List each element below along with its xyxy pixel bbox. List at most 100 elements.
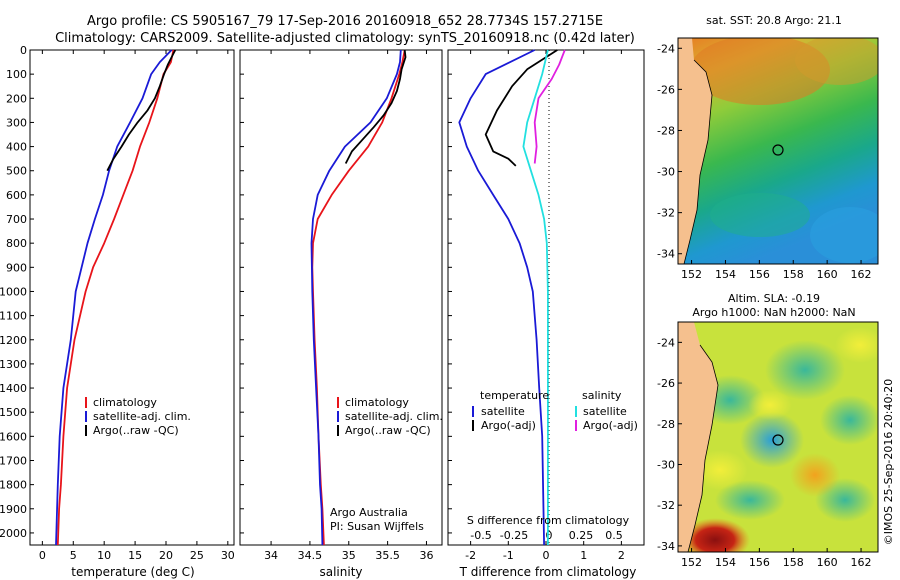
difference-x-axis: -2 -1 0 1 2	[465, 50, 625, 562]
series-t-argo-adj-	[484, 49, 558, 167]
cool-patch	[810, 207, 878, 263]
x-tick-label: 35	[342, 549, 356, 562]
lon-tick-label: 152	[681, 268, 702, 281]
header-line-2: Climatology: CARS2009. Satellite-adjuste…	[55, 31, 635, 46]
y-tick-label: 500	[6, 165, 27, 178]
legend-salinity-header: salinity	[582, 389, 622, 402]
header-line-1: Argo profile: CS 5905167_79 17-Sep-2016 …	[87, 14, 603, 29]
y-tick-label: 1200	[0, 334, 27, 347]
sla-high	[790, 453, 840, 497]
legend-argo: Argo(..raw -QC)	[93, 424, 179, 437]
x-tick-label: 20	[159, 549, 173, 562]
sla-map-frame	[677, 321, 879, 553]
lon-tick-label: 156	[749, 268, 770, 281]
temperature-lines	[55, 49, 177, 546]
warm-patch	[795, 38, 878, 85]
depth-axis: 0 100 200 300 400 500 600 700 800 900 1000 1100 1200…	[0, 44, 34, 540]
difference-panel: -2 -1 0 1 2 -0.5 -0.25 0 0.25 0.5 S difference f…	[447, 49, 645, 579]
lat-tick-label: -28	[657, 418, 675, 431]
credit-pi: PI: Susan Wijffels	[330, 520, 424, 533]
sla-high	[692, 450, 748, 490]
legend-climatology: climatology	[345, 396, 409, 409]
lat-tick-label: -34	[657, 540, 675, 553]
lat-tick-label: -30	[657, 458, 675, 471]
y-tick-label: 1500	[0, 406, 27, 419]
land-australia	[678, 38, 712, 264]
series-argo-raw-qc-	[106, 49, 177, 172]
salinity-axes-frame	[239, 49, 443, 546]
sla-high-eddy	[680, 518, 750, 552]
legend-satellite: satellite-adj. clim.	[345, 410, 443, 423]
x-tick-label: 2	[618, 549, 625, 562]
series-satellite-adj-clim-	[310, 49, 402, 546]
y-tick-label: 1800	[0, 479, 27, 492]
y-tick-label: 200	[6, 92, 27, 105]
cool-patch	[710, 193, 810, 237]
x-tick-label: -1	[503, 549, 514, 562]
series-satellite-adj-clim-	[55, 49, 173, 546]
salinity-diff-title: S difference from climatology	[467, 514, 630, 527]
warm-patch	[690, 38, 830, 105]
s-tick-label: -0.25	[500, 529, 528, 542]
x-tick-label: 15	[128, 549, 142, 562]
lon-tick-label: 156	[749, 556, 770, 569]
y-tick-label: 1900	[0, 503, 27, 516]
s-tick-label: 0.25	[569, 529, 594, 542]
legend-satellite: satellite-adj. clim.	[93, 410, 191, 423]
y-tick-label: 100	[6, 68, 27, 81]
salinity-lines	[240, 49, 407, 546]
sla-map: -24 -26 -28 -30 -32 -34 152 154 156 158 160 162	[657, 321, 879, 569]
legend-s-satellite: satellite	[583, 405, 627, 418]
difference-xlabel: T difference from climatology	[459, 565, 637, 579]
lon-tick-label: 160	[817, 268, 838, 281]
legend-t-satellite: satellite	[481, 405, 525, 418]
credit-org: Argo Australia	[330, 506, 408, 519]
x-tick-label: 34.5	[298, 549, 323, 562]
y-tick-label: 600	[6, 189, 27, 202]
sla-lat-axis: -24 -26 -28 -30 -32 -34	[657, 336, 682, 553]
sla-high	[748, 390, 792, 420]
lon-tick-label: 158	[783, 556, 804, 569]
sst-map-title: sat. SST: 20.8 Argo: 21.1	[706, 14, 842, 27]
series-argo-raw-qc-	[344, 49, 407, 164]
sst-lat-axis: -24 -26 -28 -30 -32 -34	[657, 42, 682, 261]
y-tick-label: 900	[6, 261, 27, 274]
salinity-xlabel: salinity	[319, 565, 362, 579]
sla-low	[765, 340, 845, 400]
argo-float-marker	[772, 144, 784, 156]
temperature-axes-frame	[29, 49, 235, 546]
y-tick-label: 700	[6, 213, 27, 226]
sla-map-title-1: Altim. SLA: -0.19	[728, 292, 820, 305]
x-tick-label: 34	[264, 549, 278, 562]
x-tick-label: 0	[543, 549, 550, 562]
legend-argo: Argo(..raw -QC)	[345, 424, 431, 437]
y-tick-label: 2000	[0, 527, 27, 540]
lat-tick-label: -26	[657, 83, 675, 96]
salinity-legend: climatology satellite-adj. clim. Argo(..…	[337, 396, 443, 437]
y-tick-label: 1300	[0, 358, 27, 371]
imos-timestamp: ©IMOS 25-Sep-2016 20:40:20	[882, 379, 895, 545]
x-tick-label: 1	[580, 549, 587, 562]
series-climatology	[56, 49, 175, 546]
salinity-diff-axis: -0.5 -0.25 0 0.25 0.5	[470, 529, 622, 542]
sst-lon-axis: 152 154 156 158 160 162	[681, 260, 872, 281]
x-tick-label: 35.5	[375, 549, 400, 562]
temperature-x-axis: 0 5 10 15 20 25 30	[39, 50, 235, 562]
difference-lines	[448, 49, 566, 546]
y-tick-label: 1000	[0, 285, 27, 298]
series-t-satellite	[458, 49, 545, 546]
y-tick-label: 1600	[0, 430, 27, 443]
lon-tick-label: 152	[681, 556, 702, 569]
x-tick-label: 36	[419, 549, 433, 562]
legend-temperature-header: temperature	[480, 389, 549, 402]
lat-tick-label: -32	[657, 499, 675, 512]
lat-tick-label: -24	[657, 336, 675, 349]
lon-tick-label: 162	[851, 556, 872, 569]
lon-tick-label: 162	[851, 268, 872, 281]
lon-tick-label: 160	[817, 556, 838, 569]
temperature-panel: 0100200300400500600700800900100011001200…	[0, 44, 235, 579]
s-tick-label: 0	[546, 529, 553, 542]
lat-tick-label: -28	[657, 124, 675, 137]
lon-tick-label: 158	[783, 268, 804, 281]
